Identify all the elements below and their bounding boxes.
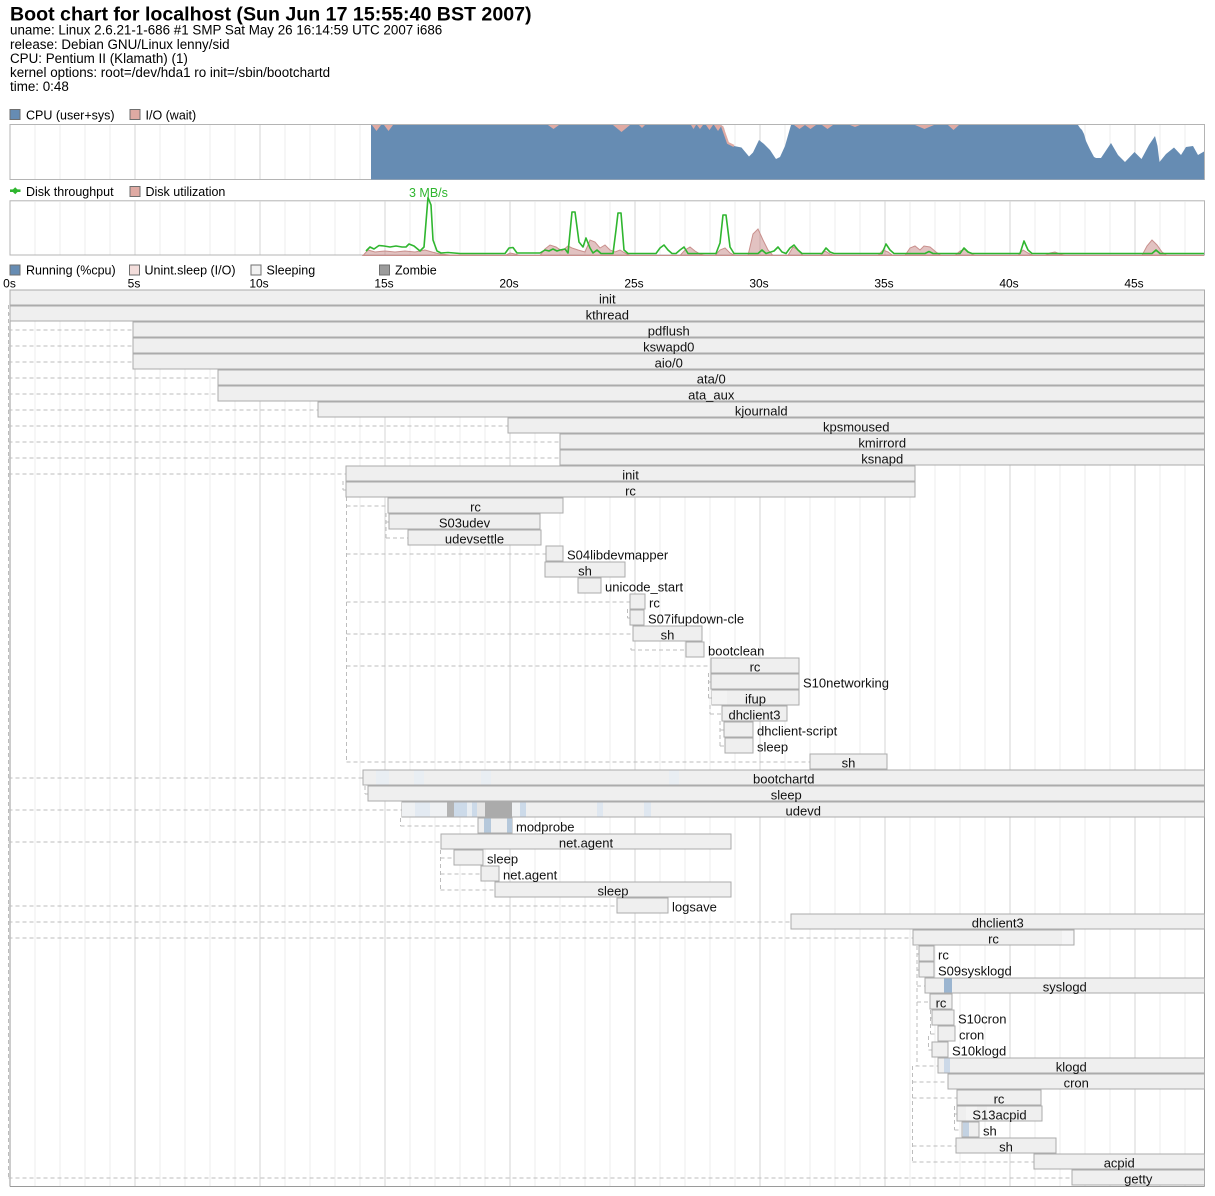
- svg-text:kjournald: kjournald: [735, 404, 788, 419]
- svg-text:bootclean: bootclean: [708, 644, 764, 659]
- svg-text:S09sysklogd: S09sysklogd: [938, 964, 1012, 979]
- svg-text:Running (%cpu): Running (%cpu): [26, 264, 116, 278]
- svg-text:cron: cron: [959, 1028, 984, 1043]
- svg-text:Disk throughput: Disk throughput: [26, 185, 114, 199]
- svg-text:sleep: sleep: [597, 884, 628, 899]
- svg-text:kernel options: root=/dev/hda1: kernel options: root=/dev/hda1 ro init=/…: [10, 65, 330, 80]
- svg-text:40s: 40s: [999, 277, 1018, 291]
- svg-text:I/O (wait): I/O (wait): [146, 109, 197, 123]
- svg-text:ata/0: ata/0: [697, 372, 726, 387]
- svg-text:3 MB/s: 3 MB/s: [409, 186, 448, 200]
- svg-text:30s: 30s: [749, 277, 768, 291]
- svg-text:net.agent: net.agent: [559, 836, 614, 851]
- svg-text:getty: getty: [1124, 1172, 1153, 1187]
- svg-text:syslogd: syslogd: [1043, 980, 1087, 995]
- svg-text:kswapd0: kswapd0: [643, 340, 694, 355]
- svg-text:sh: sh: [842, 756, 856, 771]
- svg-text:dhclient3: dhclient3: [972, 916, 1024, 931]
- svg-text:S03udev: S03udev: [439, 516, 491, 531]
- svg-text:25s: 25s: [624, 277, 643, 291]
- svg-text:bootchartd: bootchartd: [753, 772, 814, 787]
- svg-text:sh: sh: [999, 1140, 1013, 1155]
- svg-text:aio/0: aio/0: [655, 356, 683, 371]
- svg-text:15s: 15s: [374, 277, 393, 291]
- svg-text:udevsettle: udevsettle: [445, 532, 504, 547]
- svg-text:logsave: logsave: [672, 900, 717, 915]
- svg-text:Sleeping: Sleeping: [267, 264, 316, 278]
- svg-text:unicode_start: unicode_start: [605, 580, 683, 595]
- svg-text:S04libdevmapper: S04libdevmapper: [567, 548, 669, 563]
- svg-text:Boot chart for localhost (Sun: Boot chart for localhost (Sun Jun 17 15:…: [10, 4, 532, 26]
- svg-text:Unint.sleep (I/O): Unint.sleep (I/O): [145, 264, 236, 278]
- svg-text:rc: rc: [988, 932, 999, 947]
- svg-text:udevd: udevd: [786, 804, 821, 819]
- svg-text:sleep: sleep: [771, 788, 802, 803]
- svg-text:rc: rc: [470, 500, 481, 515]
- svg-text:sleep: sleep: [487, 852, 518, 867]
- svg-text:S13acpid: S13acpid: [972, 1108, 1026, 1123]
- svg-text:sh: sh: [578, 564, 592, 579]
- svg-text:release: Debian GNU/Linux lenn: release: Debian GNU/Linux lenny/sid: [10, 37, 230, 52]
- svg-text:cron: cron: [1064, 1076, 1089, 1091]
- svg-text:45s: 45s: [1124, 277, 1143, 291]
- svg-text:S10klogd: S10klogd: [952, 1044, 1006, 1059]
- svg-text:CPU: Pentium II (Klamath) (1): CPU: Pentium II (Klamath) (1): [10, 51, 188, 66]
- svg-text:35s: 35s: [874, 277, 893, 291]
- svg-text:pdflush: pdflush: [648, 324, 690, 339]
- svg-text:dhclient-script: dhclient-script: [757, 724, 838, 739]
- svg-text:acpid: acpid: [1104, 1156, 1135, 1171]
- svg-text:init: init: [599, 292, 616, 307]
- svg-text:20s: 20s: [499, 277, 518, 291]
- svg-text:sleep: sleep: [757, 740, 788, 755]
- svg-text:ifup: ifup: [745, 692, 766, 707]
- svg-text:ata_aux: ata_aux: [688, 388, 735, 403]
- svg-text:rc: rc: [994, 1092, 1005, 1107]
- svg-text:init: init: [622, 468, 639, 483]
- svg-text:S07ifupdown-cle: S07ifupdown-cle: [648, 612, 744, 627]
- svg-text:rc: rc: [649, 596, 660, 611]
- svg-text:rc: rc: [936, 996, 947, 1011]
- svg-text:kmirrord: kmirrord: [858, 436, 906, 451]
- svg-text:Disk utilization: Disk utilization: [146, 185, 226, 199]
- svg-text:0s: 0s: [3, 277, 16, 291]
- svg-text:dhclient3: dhclient3: [728, 708, 780, 723]
- svg-text:rc: rc: [938, 948, 949, 963]
- svg-text:CPU (user+sys): CPU (user+sys): [26, 109, 115, 123]
- svg-text:time: 0:48: time: 0:48: [10, 79, 69, 94]
- svg-text:5s: 5s: [128, 277, 141, 291]
- svg-text:ksnapd: ksnapd: [861, 452, 903, 467]
- svg-text:S10cron: S10cron: [958, 1012, 1006, 1027]
- svg-text:kthread: kthread: [586, 308, 629, 323]
- svg-text:rc: rc: [625, 484, 636, 499]
- svg-text:rc: rc: [750, 660, 761, 675]
- svg-text:kpsmoused: kpsmoused: [823, 420, 889, 435]
- svg-text:klogd: klogd: [1056, 1060, 1087, 1075]
- svg-text:Zombie: Zombie: [395, 264, 437, 278]
- svg-text:uname: Linux 2.6.21-1-686 #1 S: uname: Linux 2.6.21-1-686 #1 SMP Sat May…: [10, 23, 442, 38]
- svg-text:net.agent: net.agent: [503, 868, 558, 883]
- svg-text:sh: sh: [661, 628, 675, 643]
- svg-text:modprobe: modprobe: [516, 820, 575, 835]
- svg-text:10s: 10s: [249, 277, 268, 291]
- svg-text:sh: sh: [983, 1124, 997, 1139]
- svg-text:S10networking: S10networking: [803, 676, 889, 691]
